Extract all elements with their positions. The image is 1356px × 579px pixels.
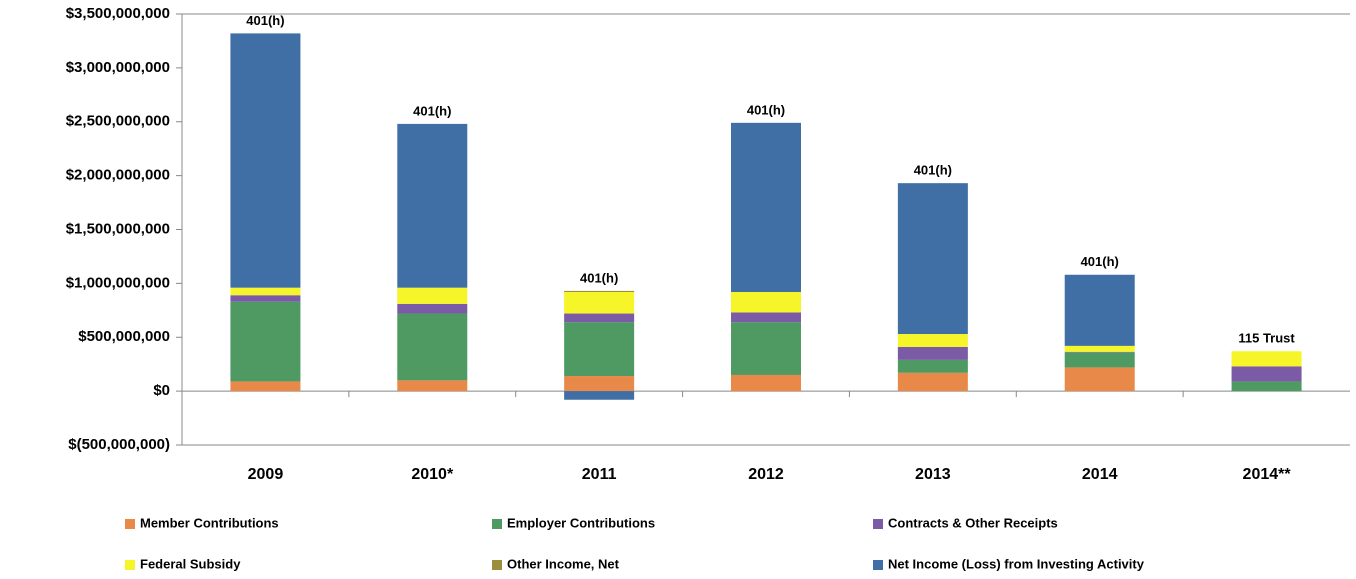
legend-label: Contracts & Other Receipts xyxy=(888,515,1058,530)
y-tick-label: $2,000,000,000 xyxy=(66,167,170,184)
bar-segment xyxy=(397,287,468,304)
bar-segment xyxy=(397,380,468,392)
bar-segment xyxy=(397,123,468,288)
legend-label: Member Contributions xyxy=(140,515,279,530)
y-tick-label: $0 xyxy=(153,382,170,399)
legend-label: Net Income (Loss) from Investing Activit… xyxy=(888,556,1145,571)
bar-segment xyxy=(564,290,635,292)
bar-segment xyxy=(897,359,968,373)
legend-swatch xyxy=(873,519,883,529)
bar-segment xyxy=(564,322,635,377)
legend-label: Employer Contributions xyxy=(507,515,655,530)
bar-segment xyxy=(564,291,635,314)
bar-segment xyxy=(897,183,968,335)
legend-label: Federal Subsidy xyxy=(140,556,241,571)
bar-annotation: 401(h) xyxy=(914,163,952,178)
legend-swatch xyxy=(492,519,502,529)
bar-segment xyxy=(897,346,968,360)
x-tick-label: 2014** xyxy=(1243,466,1292,483)
bar-annotation: 401(h) xyxy=(413,103,451,118)
bar-segment xyxy=(897,372,968,392)
legend-swatch xyxy=(125,560,135,570)
bar-segment xyxy=(397,313,468,381)
y-tick-label: $3,500,000,000 xyxy=(66,5,170,22)
bar-annotation: 401(h) xyxy=(246,13,284,28)
bar-segment xyxy=(731,322,801,375)
bar-segment xyxy=(1231,381,1302,392)
bar-segment xyxy=(564,391,635,400)
x-tick-label: 2010* xyxy=(411,466,454,483)
legend-swatch xyxy=(873,560,883,570)
bar-segment xyxy=(731,291,801,313)
bar-segment xyxy=(1231,366,1302,382)
bar-annotation: 401(h) xyxy=(580,270,618,285)
y-tick-label: $2,500,000,000 xyxy=(66,113,170,130)
bar-segment xyxy=(564,313,635,323)
bar-annotation: 401(h) xyxy=(1081,254,1119,269)
x-tick-label: 2014 xyxy=(1082,466,1118,483)
legend-label: Other Income, Net xyxy=(507,556,620,571)
bar-segment xyxy=(1064,367,1135,392)
bar-segment xyxy=(1231,351,1302,367)
bar-annotation: 401(h) xyxy=(747,102,785,117)
y-tick-label: $3,000,000,000 xyxy=(66,59,170,76)
bar-segment xyxy=(230,33,301,288)
y-tick-label: $1,000,000,000 xyxy=(66,274,170,291)
x-tick-label: 2012 xyxy=(748,466,784,483)
bar-segment xyxy=(1064,345,1135,352)
bar-segment xyxy=(897,334,968,347)
bar-segment xyxy=(1064,351,1135,353)
x-tick-label: 2013 xyxy=(915,466,951,483)
bar-segment xyxy=(1064,274,1135,346)
bar-segment xyxy=(731,122,801,292)
bar-segment xyxy=(731,374,801,392)
bar-segment xyxy=(731,312,801,323)
bar-segment xyxy=(564,376,635,392)
bar-segment xyxy=(230,295,301,302)
bar-segment xyxy=(230,301,301,382)
bar-segment xyxy=(1064,352,1135,368)
x-tick-label: 2011 xyxy=(582,466,617,483)
bar-segment xyxy=(230,381,301,392)
legend-swatch xyxy=(492,560,502,570)
y-tick-label: $1,500,000,000 xyxy=(66,220,170,237)
bar-annotation: 115 Trust xyxy=(1238,331,1295,346)
legend-swatch xyxy=(125,519,135,529)
y-tick-label: $(500,000,000) xyxy=(68,436,170,453)
bar-segment xyxy=(230,287,301,296)
bar-segment xyxy=(397,303,468,314)
y-tick-label: $500,000,000 xyxy=(78,328,170,345)
x-tick-label: 2009 xyxy=(248,466,284,483)
